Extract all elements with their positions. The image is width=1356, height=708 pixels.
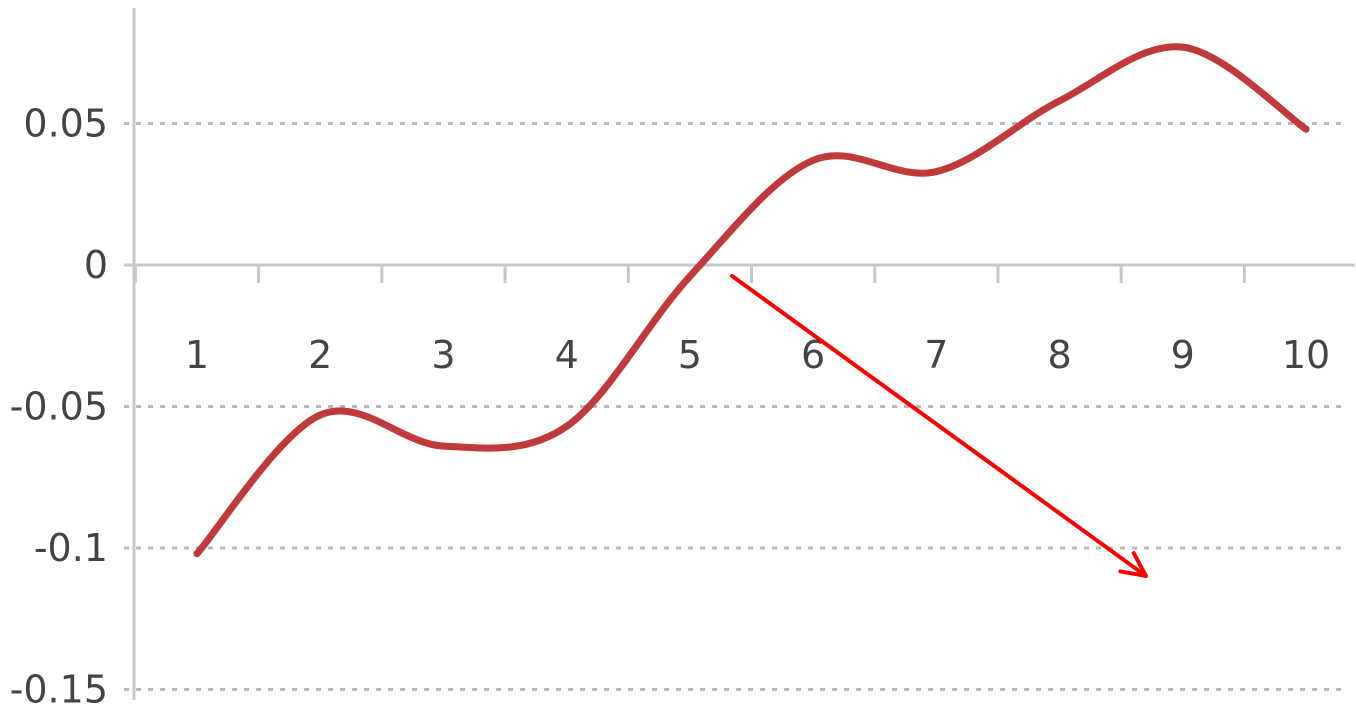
- x-tick-label: 1: [185, 333, 209, 377]
- annotation-arrow: [730, 274, 1148, 578]
- x-tick-label: 5: [678, 333, 702, 377]
- x-tick-label: 3: [431, 333, 455, 377]
- x-tick-label: 9: [1171, 333, 1195, 377]
- y-tick-label: -0.1: [34, 526, 108, 570]
- data-point: [809, 156, 817, 164]
- x-tick-label: 10: [1282, 333, 1330, 377]
- x-tick-label: 7: [924, 333, 948, 377]
- arrowhead: [1118, 551, 1148, 578]
- data-point: [932, 168, 940, 176]
- y-tick-label: -0.15: [10, 668, 108, 708]
- x-tick-label: 2: [308, 333, 332, 377]
- data-point: [439, 442, 447, 450]
- grid-lines: [124, 122, 1345, 691]
- data-point: [316, 411, 324, 419]
- y-tick-labels: 0.05 0 -0.05 -0.1 -0.15: [10, 102, 108, 708]
- x-tick-label: 8: [1047, 333, 1071, 377]
- data-point: [193, 550, 201, 558]
- data-point: [1056, 97, 1064, 105]
- annotation-layer: [730, 274, 1148, 578]
- y-tick-label: -0.05: [10, 385, 108, 429]
- data-point: [686, 272, 694, 280]
- x-tick-label: 4: [555, 333, 579, 377]
- data-point: [1302, 125, 1310, 133]
- y-tick-label: 0: [84, 243, 108, 287]
- data-point: [563, 422, 571, 430]
- series-layer: [193, 43, 1310, 558]
- data-point: [1179, 43, 1187, 51]
- series-line: [193, 43, 1310, 558]
- axes: [124, 8, 1355, 700]
- y-tick-label: 0.05: [23, 102, 108, 146]
- x-tick-labels: 1 2 3 4 5 6 7 8 9 10: [185, 333, 1330, 377]
